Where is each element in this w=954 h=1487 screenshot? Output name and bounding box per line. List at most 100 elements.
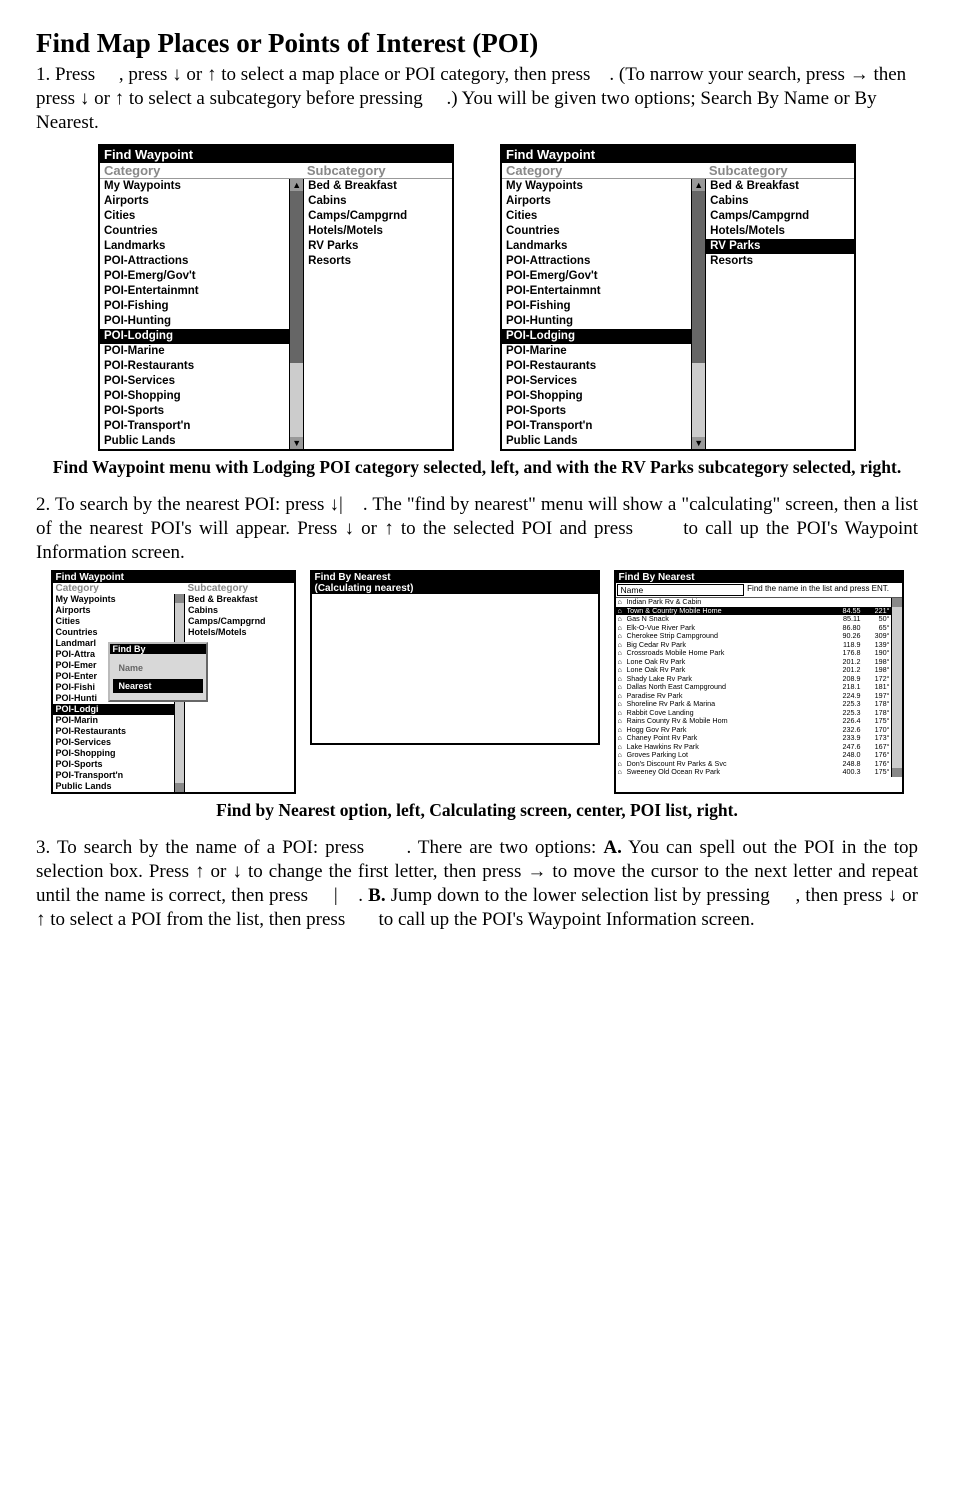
list-item[interactable]: Landmarks — [502, 239, 692, 254]
p3-f: Jump down to the lower selection list by… — [386, 885, 888, 906]
category-header: Category — [502, 163, 705, 178]
list-item[interactable]: Resorts — [706, 254, 854, 269]
popup-options[interactable]: Name Nearest — [110, 654, 206, 700]
right-arrow-icon: → — [850, 64, 869, 85]
list-item[interactable]: POI-Services — [53, 737, 176, 748]
panel-headers: Category Subcategory — [100, 163, 452, 179]
list-item[interactable]: Cabins — [706, 194, 854, 209]
up-arrow-icon: ↑ — [115, 88, 125, 109]
list-item[interactable]: POI-Lodgi — [53, 704, 176, 715]
name-field[interactable]: Name — [617, 584, 745, 596]
list-item[interactable]: POI-Marin — [53, 715, 176, 726]
subcategory-header: Subcategory — [303, 163, 452, 178]
list-item[interactable]: Camps/Campgrnd — [304, 209, 452, 224]
popup-option[interactable]: Nearest — [113, 679, 203, 693]
category-list[interactable]: My WaypointsAirportsCitiesCountriesLandm… — [100, 179, 290, 449]
list-item[interactable]: POI-Services — [502, 374, 692, 389]
list-item[interactable]: Cities — [502, 209, 692, 224]
list-item[interactable]: POI-Sports — [53, 759, 176, 770]
poi-row[interactable]: ⌂Sweeney Old Ocean Rv Park400.3175° — [616, 768, 892, 777]
list-item[interactable]: Cabins — [185, 605, 293, 616]
list-item[interactable]: RV Parks — [706, 239, 854, 254]
list-item[interactable]: POI-Marine — [502, 344, 692, 359]
list-item[interactable]: My Waypoints — [100, 179, 290, 194]
scroll-up-icon[interactable]: ▲ — [290, 179, 303, 191]
scrollbar[interactable] — [891, 598, 902, 777]
subcategory-list[interactable]: Bed & BreakfastCabinsCamps/CampgrndHotel… — [185, 594, 293, 638]
list-item[interactable]: POI-Entertainmnt — [502, 284, 692, 299]
list-item[interactable]: POI-Shopping — [53, 748, 176, 759]
list-item[interactable]: POI-Lodging — [100, 329, 290, 344]
scroll-down-icon[interactable]: ▼ — [290, 437, 303, 449]
list-item[interactable]: POI-Attractions — [100, 254, 290, 269]
list-item[interactable]: Hotels/Motels — [185, 627, 293, 638]
p1-e: to select a subcategory before pressing … — [36, 88, 877, 133]
list-item[interactable]: POI-Transport'n — [53, 770, 176, 781]
p3-a: 3. To search by the name of a POI: press… — [36, 837, 603, 858]
list-item[interactable]: POI-Transport'n — [100, 419, 290, 434]
list-item[interactable]: POI-Fishing — [100, 299, 290, 314]
list-item[interactable]: POI-Emerg/Gov't — [100, 269, 290, 284]
list-item[interactable]: Cabins — [304, 194, 452, 209]
list-item[interactable]: POI-Sports — [502, 404, 692, 419]
list-item[interactable]: POI-Fishing — [502, 299, 692, 314]
list-item[interactable]: Cities — [53, 616, 176, 627]
list-item[interactable]: POI-Restaurants — [100, 359, 290, 374]
list-item[interactable]: Bed & Breakfast — [185, 594, 293, 605]
subcategory-list[interactable]: Bed & BreakfastCabinsCamps/CampgrndHotel… — [304, 179, 452, 269]
list-item[interactable]: Countries — [100, 224, 290, 239]
list-item[interactable]: Airports — [502, 194, 692, 209]
subcategory-list[interactable]: Bed & BreakfastCabinsCamps/CampgrndHotel… — [706, 179, 854, 269]
list-item[interactable]: RV Parks — [304, 239, 452, 254]
list-item[interactable]: POI-Hunting — [502, 314, 692, 329]
list-item[interactable]: Airports — [53, 605, 176, 616]
list-item[interactable]: Hotels/Motels — [304, 224, 452, 239]
list-item[interactable]: Cities — [100, 209, 290, 224]
list-item[interactable]: POI-Sports — [100, 404, 290, 419]
triple-panels: Find Waypoint Category Subcategory My Wa… — [36, 570, 918, 794]
list-item[interactable]: Hotels/Motels — [706, 224, 854, 239]
up-arrow-icon: ↑ — [384, 518, 394, 539]
scroll-down-icon[interactable]: ▼ — [692, 437, 705, 449]
list-item[interactable]: POI-Marine — [100, 344, 290, 359]
list-item[interactable]: My Waypoints — [53, 594, 176, 605]
scrollbar[interactable]: ▲ ▼ — [691, 179, 705, 449]
list-item[interactable]: Resorts — [304, 254, 452, 269]
panel-title: Find By Nearest — [312, 572, 598, 583]
up-arrow-icon: ↑ — [195, 861, 205, 882]
list-item[interactable]: Bed & Breakfast — [304, 179, 452, 194]
help-message: Find the name in the list and press ENT. — [745, 583, 901, 597]
list-item[interactable]: POI-Entertainmnt — [100, 284, 290, 299]
list-item[interactable]: Airports — [100, 194, 290, 209]
list-item[interactable]: Public Lands — [53, 781, 176, 792]
list-item[interactable]: POI-Lodging — [502, 329, 692, 344]
list-item[interactable]: POI-Restaurants — [53, 726, 176, 737]
subcategory-header: Subcategory — [184, 583, 293, 594]
list-item[interactable]: Countries — [502, 224, 692, 239]
list-item[interactable]: POI-Services — [100, 374, 290, 389]
list-item[interactable]: POI-Hunting — [100, 314, 290, 329]
panel-title: Find Waypoint — [53, 572, 294, 583]
popup-option[interactable]: Name — [113, 661, 203, 675]
list-item[interactable]: POI-Emerg/Gov't — [502, 269, 692, 284]
find-waypoint-panel-right: Find Waypoint Category Subcategory My Wa… — [500, 144, 856, 451]
list-item[interactable]: POI-Transport'n — [502, 419, 692, 434]
list-item[interactable]: POI-Attractions — [502, 254, 692, 269]
list-item[interactable]: POI-Restaurants — [502, 359, 692, 374]
list-item[interactable]: Landmarks — [100, 239, 290, 254]
category-list[interactable]: My WaypointsAirportsCitiesCountriesLandm… — [502, 179, 692, 449]
list-item[interactable]: Camps/Campgrnd — [706, 209, 854, 224]
calculating-panel: Find By Nearest (Calculating nearest) — [310, 570, 600, 745]
list-item[interactable]: Bed & Breakfast — [706, 179, 854, 194]
scrollbar[interactable]: ▲ ▼ — [289, 179, 303, 449]
list-item[interactable]: Public Lands — [502, 434, 692, 449]
list-item[interactable]: Countries — [53, 627, 176, 638]
list-item[interactable]: POI-Shopping — [502, 389, 692, 404]
poi-rows[interactable]: ⌂Indian Park Rv & Cabin⌂Town & Country M… — [616, 598, 902, 777]
list-item[interactable]: My Waypoints — [502, 179, 692, 194]
scroll-up-icon[interactable]: ▲ — [692, 179, 705, 191]
list-item[interactable]: POI-Shopping — [100, 389, 290, 404]
list-item[interactable]: Public Lands — [100, 434, 290, 449]
category-header: Category — [53, 583, 185, 594]
list-item[interactable]: Camps/Campgrnd — [185, 616, 293, 627]
